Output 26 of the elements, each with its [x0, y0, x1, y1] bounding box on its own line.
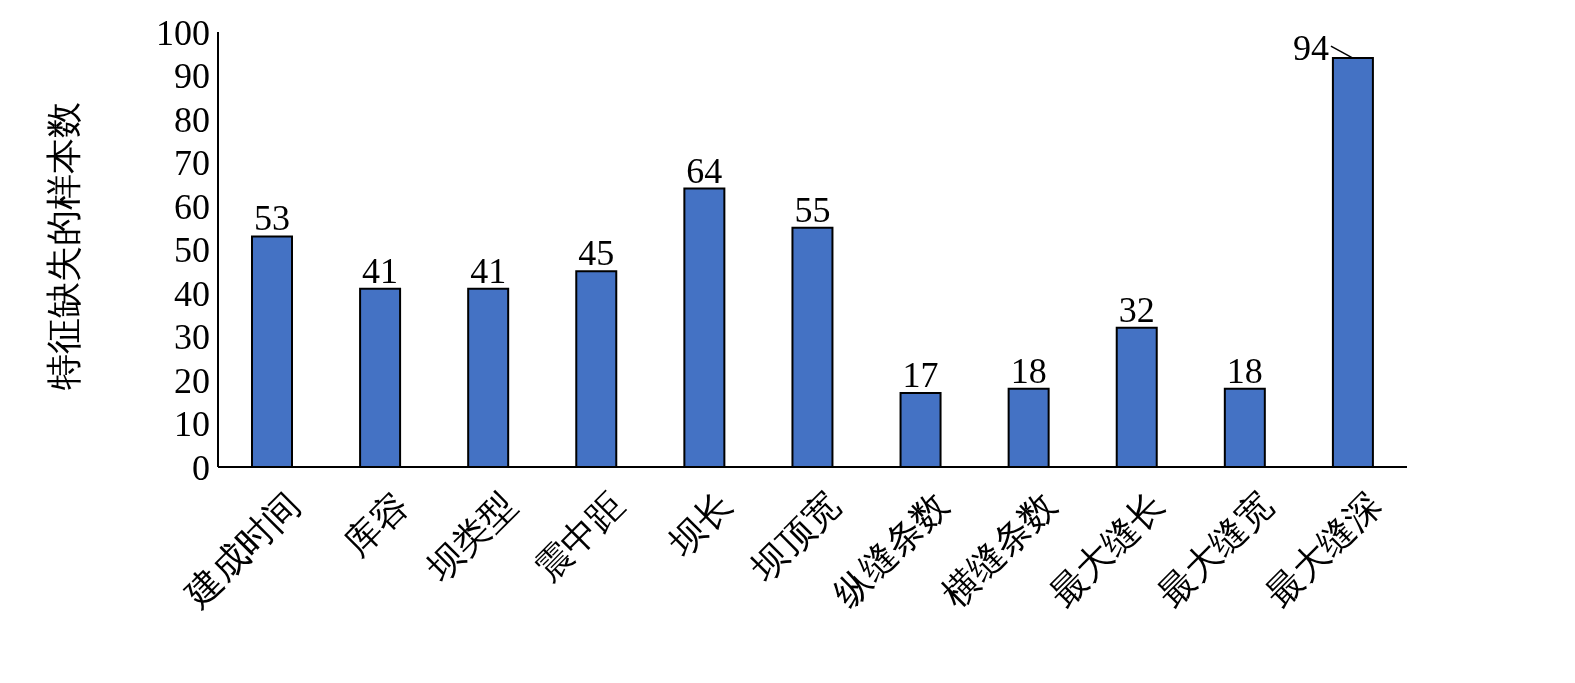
x-tick-label: 坝长	[660, 484, 741, 565]
y-tick-label: 10	[174, 404, 210, 445]
y-tick-label: 60	[174, 186, 210, 227]
data-label: 53	[254, 198, 290, 239]
y-tick-label: 30	[174, 317, 210, 358]
x-tick-label: 库容	[336, 484, 416, 564]
x-tick-label: 坝类型	[418, 484, 524, 590]
data-label: 41	[362, 250, 399, 291]
y-tick-label: 40	[174, 273, 210, 314]
y-tick-label: 80	[174, 99, 210, 140]
data-label: 18	[1226, 350, 1263, 391]
data-label: 55	[794, 189, 831, 230]
data-label: 64	[686, 150, 723, 191]
data-label: 41	[470, 250, 507, 291]
y-tick-label: 100	[156, 12, 210, 53]
data-label: 17	[902, 355, 939, 396]
y-tick-label: 50	[174, 230, 210, 271]
y-tick-label: 20	[174, 360, 210, 401]
data-label: 32	[1118, 289, 1155, 330]
y-tick-label: 90	[174, 56, 210, 97]
data-label: 18	[1010, 350, 1047, 391]
data-label: 94	[1292, 28, 1329, 69]
x-tick-label: 震中距	[527, 484, 633, 590]
y-tick-label: 70	[174, 143, 210, 184]
y-axis-title: 特征缺失的样本数	[43, 101, 84, 390]
data-label: 45	[578, 233, 615, 274]
